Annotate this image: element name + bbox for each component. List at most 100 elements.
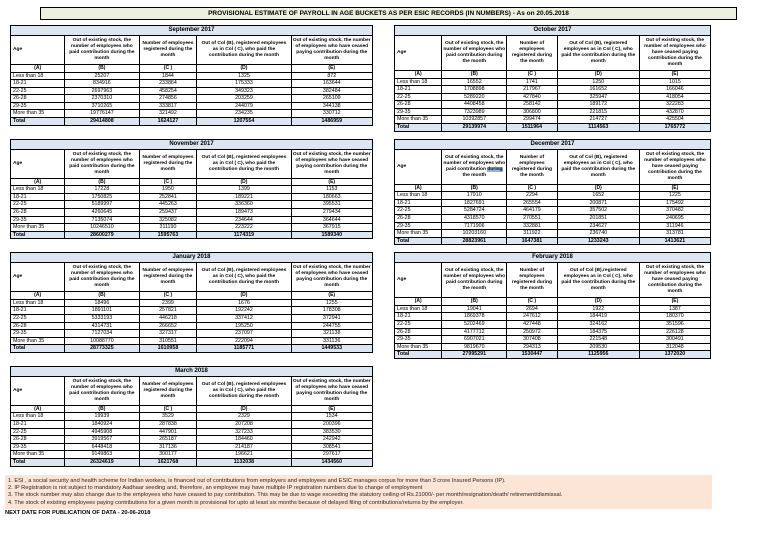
data-cell: 2399 [138, 298, 198, 308]
data-cell: 4318570 [441, 213, 508, 223]
data-cell: 464179 [506, 206, 558, 215]
data-cell: 265109 [290, 94, 374, 103]
data-cell: 306800 [506, 107, 558, 117]
data-cell: 221548 [556, 335, 640, 344]
total-row: Total 28773325 1610958 1185771 1449533 [9, 344, 374, 353]
data-cell: 357502 [556, 206, 640, 215]
table-row: 22-25 5284724 464179 357502 370482 [393, 206, 712, 215]
age-group-cell: Less than 18 [9, 71, 66, 81]
data-cell: 2697963 [64, 86, 140, 96]
data-cell: 364644 [290, 215, 374, 225]
data-cell: 287838 [138, 420, 198, 429]
column-header-d: Out of Col (B), registered employees as … [196, 262, 292, 293]
column-header-e: Out of existing stock, the number of emp… [290, 148, 374, 179]
table-row: 18-21 1708898 217967 161652 166046 [393, 85, 712, 94]
age-group-cell: 26-28 [393, 100, 443, 109]
age-group-cell: 29-35 [9, 101, 66, 111]
total-value-cell: 27995291 [441, 350, 508, 359]
data-cell: 3919567 [64, 435, 140, 444]
data-cell: 1153 [290, 185, 374, 194]
column-letter: (C ) [138, 177, 198, 187]
data-cell: 270551 [506, 213, 558, 223]
month-title: March 2018 [10, 365, 373, 377]
table-row: 29-35 7135074 325082 234644 364644 [9, 215, 374, 225]
data-cell: 244079 [196, 101, 292, 111]
age-group-cell: Less than 18 [393, 304, 443, 314]
column-header-row: Age Out of existing stock, the number of… [393, 148, 712, 185]
data-cell: 214187 [196, 442, 292, 452]
column-header-d: Out of Col (B), registered employees as … [556, 35, 640, 71]
data-cell: 427448 [506, 320, 558, 329]
data-cell: 4945908 [64, 427, 140, 437]
age-group-cell: 26-28 [393, 213, 443, 223]
data-cell: 7127034 [64, 329, 140, 338]
data-cell: 432870 [638, 107, 712, 117]
data-cell: 7135074 [64, 215, 140, 225]
total-label-cell: Total [393, 123, 443, 132]
column-letter: (C ) [506, 297, 558, 306]
column-letters-row: (A) (B) (C ) (D) (E) [9, 64, 374, 73]
data-cell: 1750825 [64, 192, 140, 202]
data-cell: 5289220 [441, 92, 508, 102]
age-group-cell: 18-21 [9, 306, 66, 315]
data-cell: 4314731 [64, 321, 140, 331]
data-cell: 214727 [556, 115, 640, 125]
month-table: October 2017 Age Out of existing stock, … [393, 25, 712, 132]
selection-highlight: during [487, 166, 503, 172]
column-header-b: Out of existing stock, the number of emp… [64, 375, 140, 406]
column-header-age: Age [393, 35, 443, 71]
total-value-cell: 1372020 [638, 350, 712, 359]
month-title: October 2017 [394, 25, 711, 36]
data-cell: 327233 [196, 427, 292, 437]
table-row: More than 35 9819670 294313 209530 312048 [393, 342, 712, 352]
column-header-row: Age Out of existing stock, the number of… [393, 262, 712, 299]
data-cell: 2370310 [64, 94, 140, 103]
data-cell: 209530 [556, 342, 640, 352]
column-letter: (D) [196, 177, 292, 187]
column-header-b: Out of existing stock, the number of emp… [64, 35, 140, 65]
data-cell: 19041 [441, 304, 508, 314]
data-cell: 1387 [638, 304, 712, 314]
data-cell: 294313 [506, 342, 558, 352]
data-cell: 236740 [556, 229, 640, 238]
table-row: 29-35 3710265 333817 244079 344138 [9, 101, 374, 111]
data-cell: 372941 [290, 314, 374, 323]
data-cell: 297617 [290, 450, 374, 460]
age-group-cell: 29-35 [9, 215, 66, 225]
total-row: Total 29414808 1624127 1207554 1486959 [9, 117, 374, 126]
column-letters-row: (A) (B) (C ) (D) (E) [393, 70, 712, 79]
column-header-b: Out of existing stock, the number of emp… [441, 35, 508, 71]
month-header-row: November 2017 [10, 138, 373, 150]
data-cell: 266652 [138, 321, 198, 331]
data-cell: 1676 [196, 298, 292, 308]
data-cell: 872 [290, 71, 374, 81]
data-cell: 19939 [64, 412, 140, 422]
column-letter: (E) [290, 405, 374, 414]
column-header-c: Number of employees registered during th… [138, 262, 198, 293]
data-cell: 226128 [638, 327, 712, 337]
age-group-cell: More than 35 [9, 109, 66, 119]
column-letter: (B) [64, 64, 140, 73]
column-header-age: Age [393, 262, 443, 299]
data-cell: 192242 [196, 306, 292, 315]
data-cell: 201851 [556, 213, 640, 223]
data-cell: 175333 [196, 79, 292, 88]
data-cell: 18496 [64, 298, 140, 308]
table-body: Less than 18 18496 2399 1676 1255 18-21 189110… [9, 298, 374, 353]
data-cell: 383530 [290, 427, 374, 437]
age-group-cell: 18-21 [393, 198, 443, 208]
age-group-cell: 29-35 [393, 221, 443, 231]
column-letter: (A) [9, 64, 66, 73]
column-header-e: Out of existing stock, the number of emp… [290, 35, 374, 65]
month-header-row: March 2018 [10, 365, 373, 377]
table-row: More than 35 9149863 300177 196621 297617 [9, 450, 374, 460]
table-body: Less than 18 16552 1741 1250 1015 18-21 170889… [393, 77, 712, 132]
data-cell: 2294 [506, 191, 558, 200]
data-cell: 203259 [196, 94, 292, 103]
age-group-cell: 22-25 [393, 92, 443, 102]
age-group-cell: 18-21 [9, 192, 66, 202]
data-cell: 3710265 [64, 101, 140, 111]
total-value-cell: 1624127 [138, 117, 198, 126]
total-value-cell: 1486959 [290, 117, 374, 126]
column-letter: (D) [556, 70, 640, 79]
